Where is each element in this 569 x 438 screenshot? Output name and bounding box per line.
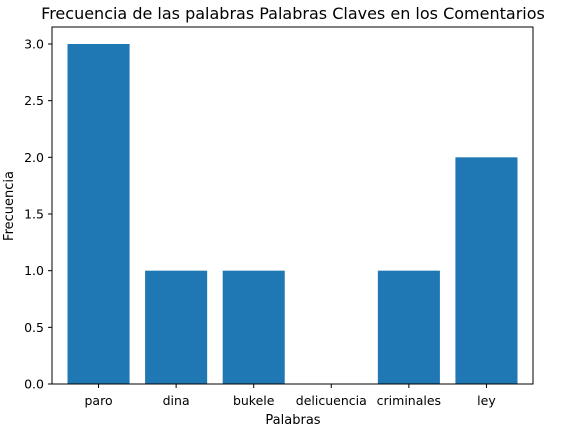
bar-paro	[67, 44, 130, 384]
x-tick-label-bukele: bukele	[233, 393, 275, 408]
bar-criminales	[377, 270, 440, 384]
x-tick-label-criminales: criminales	[377, 393, 441, 408]
x-axis-label: Palabras	[265, 413, 320, 428]
y-tick-label: 2.0	[24, 150, 44, 165]
chart-title: Frecuencia de las palabras Palabras Clav…	[41, 4, 545, 23]
y-tick-label: 3.0	[24, 37, 44, 52]
y-axis-label: Frecuencia	[2, 171, 17, 241]
x-tick-label-delicuencia: delicuencia	[296, 393, 367, 408]
y-tick-label: 1.5	[24, 207, 44, 222]
bar-dina	[145, 270, 208, 384]
bar-ley	[455, 157, 518, 384]
x-tick-label-ley: ley	[477, 393, 496, 408]
bars-group	[67, 44, 518, 384]
y-tick-label: 0.5	[24, 320, 44, 335]
plot-frame	[51, 26, 534, 385]
x-tick-label-paro: paro	[84, 393, 112, 408]
x-tick-label-dina: dina	[163, 393, 190, 408]
y-tick-label: 0.0	[24, 377, 44, 392]
y-tick-label: 1.0	[24, 263, 44, 278]
x-axis-ticks: paro dina bukele delicuencia criminales ley	[84, 384, 496, 408]
bar-bukele	[222, 270, 285, 384]
y-tick-label: 2.5	[24, 93, 44, 108]
y-axis-ticks: 0.0 0.5 1.0 1.5 2.0 2.5 3.0	[24, 37, 52, 392]
